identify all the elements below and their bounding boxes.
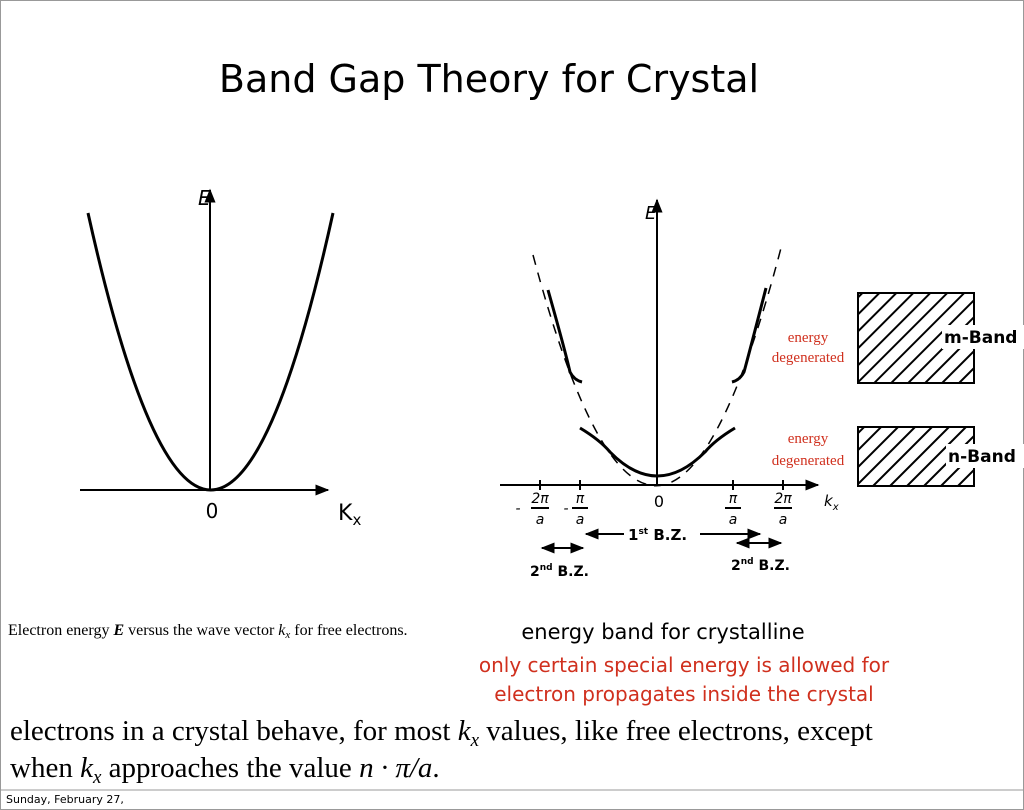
annotation: degenerated (772, 453, 845, 469)
tick-numerator: 2π (531, 491, 549, 507)
caption: energy band for crystalline (521, 620, 804, 644)
origin-label: 0 (206, 499, 219, 523)
zone-label: 1st B.Z. (628, 526, 687, 544)
tick-sign: - (515, 501, 520, 517)
axis-label: Kx (338, 501, 361, 529)
annotation: degenerated (772, 350, 845, 366)
axis-label: E (645, 203, 657, 224)
note: electron propagates inside the crystal (494, 682, 873, 706)
tick-denominator: a (729, 512, 738, 528)
free-electron-diagram: E 0 Kx Electron energy E versus the wave… (8, 186, 408, 641)
footer: Sunday, February 27, (6, 793, 124, 806)
zone-label: 2nd B.Z. (530, 563, 589, 580)
axis-label: kx (824, 492, 839, 513)
tick-numerator: 2π (774, 491, 792, 507)
statement: electrons in a crystal behave, for most … (10, 715, 873, 788)
tick-denominator: a (576, 512, 585, 528)
tick-denominator: a (536, 512, 545, 528)
statement-line: when kx approaches the value n · π/a. (10, 752, 440, 788)
tick-denominator: a (779, 512, 788, 528)
crystal-diagram: - 2π a - π a π a 2π a E 0 kx 1st B.Z. 2n… (479, 198, 1024, 706)
statement-line: electrons in a crystal behave, for most … (10, 715, 873, 751)
band-label: m-Band (944, 328, 1017, 348)
annotation: energy (788, 431, 829, 447)
annotation: energy (788, 330, 829, 346)
tick-sign: - (563, 501, 568, 517)
tick-numerator: π (576, 491, 585, 507)
caption: Electron energy E versus the wave vector… (8, 622, 408, 641)
axis-label: E (198, 186, 211, 210)
origin-label: 0 (654, 492, 664, 511)
band-label: n-Band (948, 447, 1016, 467)
title: Band Gap Theory for Crystal (219, 57, 759, 101)
zone-label: 2nd B.Z. (731, 557, 790, 574)
tick-numerator: π (729, 491, 738, 507)
note: only certain special energy is allowed f… (479, 653, 890, 677)
tick-labels: - 2π a - π a π a 2π a (515, 491, 792, 528)
